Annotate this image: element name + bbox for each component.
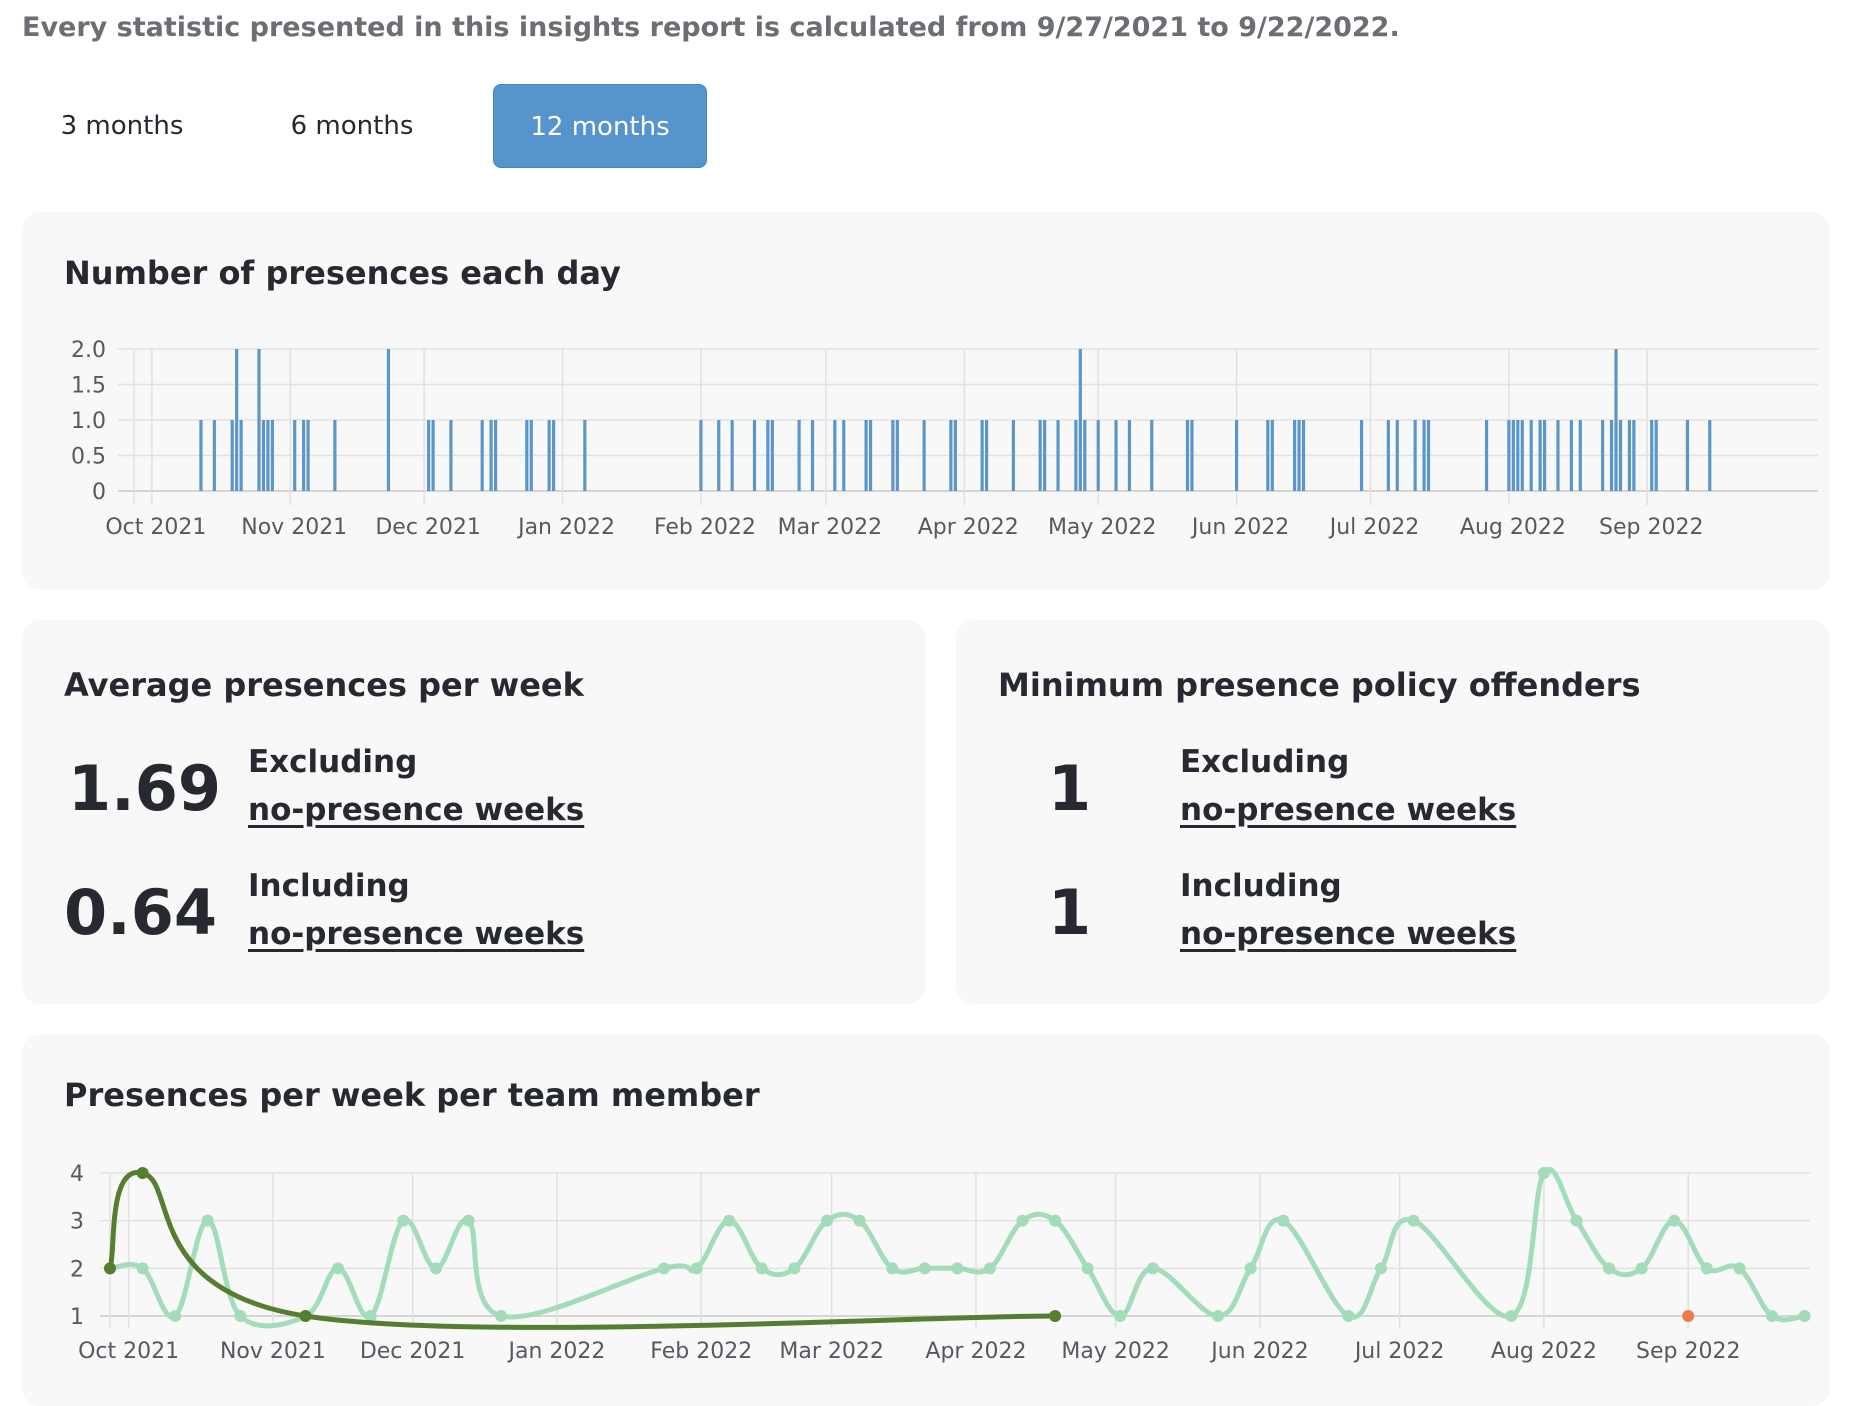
avg-excluding-link[interactable]: no-presence weeks [248, 792, 585, 828]
offenders-including-value: 1 [1048, 876, 1092, 949]
daily-presences-title: Number of presences each day [64, 254, 621, 292]
daily-presences-card: Number of presences each day [22, 212, 1830, 590]
avg-including-link[interactable]: no-presence weeks [248, 916, 585, 952]
average-presences-card: Average presences per week 1.69 Excludin… [22, 620, 926, 1004]
weekly-presences-card: Presences per week per team member [22, 1034, 1830, 1406]
average-presences-title: Average presences per week [64, 666, 584, 704]
avg-excluding-value: 1.69 [68, 752, 221, 825]
offenders-excluding-label: Excluding [1180, 744, 1350, 780]
avg-including-value: 0.64 [64, 876, 217, 949]
tab-3-months[interactable]: 3 months [60, 111, 184, 141]
offenders-including-label: Including [1180, 868, 1342, 904]
offenders-including-link[interactable]: no-presence weeks [1180, 916, 1517, 952]
policy-offenders-title: Minimum presence policy offenders [998, 666, 1641, 704]
offenders-excluding-link[interactable]: no-presence weeks [1180, 792, 1517, 828]
avg-including-label: Including [248, 868, 410, 904]
report-range-note: Every statistic presented in this insigh… [22, 12, 1400, 43]
policy-offenders-card: Minimum presence policy offenders 1 Excl… [956, 620, 1830, 1004]
offenders-excluding-value: 1 [1048, 752, 1092, 825]
avg-excluding-label: Excluding [248, 744, 418, 780]
tab-12-months[interactable]: 12 months [493, 84, 707, 168]
weekly-presences-title: Presences per week per team member [64, 1076, 760, 1114]
tab-6-months[interactable]: 6 months [290, 111, 414, 141]
range-tabs: 3 months 6 months 12 months [22, 84, 842, 168]
